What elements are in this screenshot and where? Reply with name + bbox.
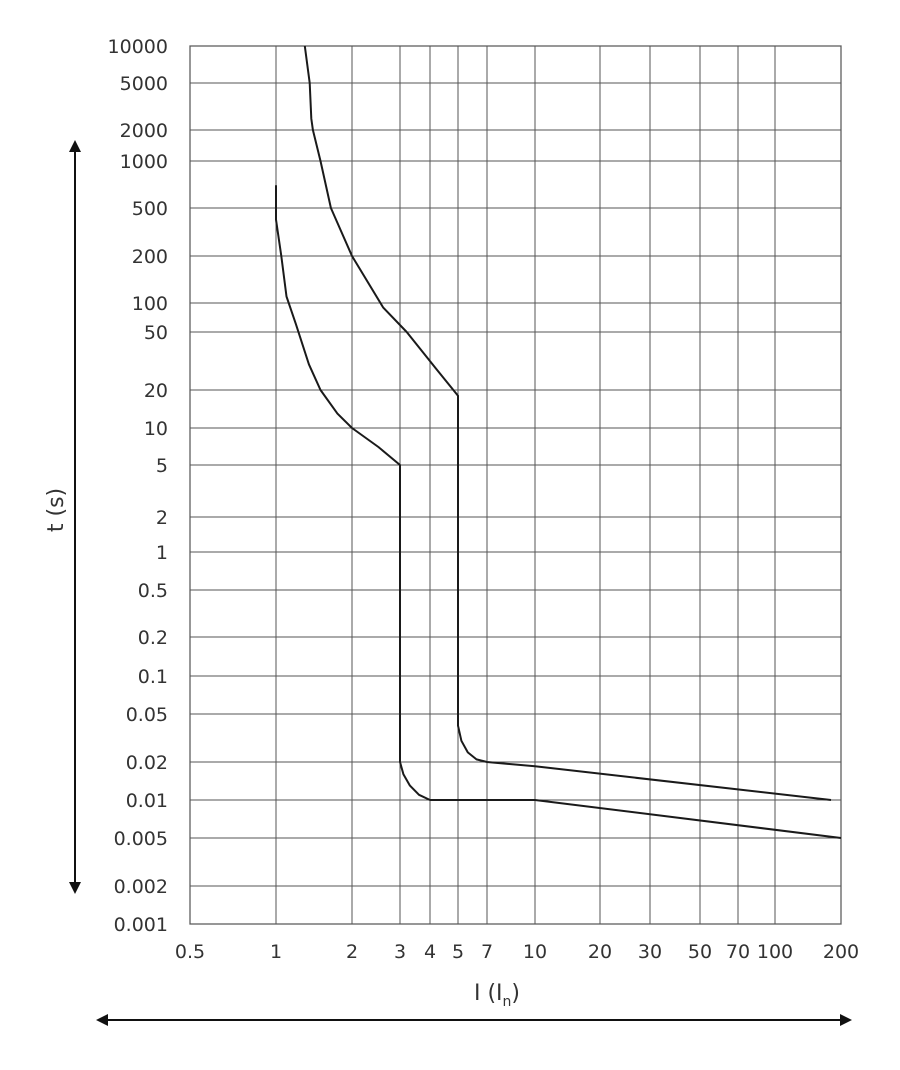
y-tick-label: 0.001: [114, 914, 168, 936]
y-tick-label: 0.002: [114, 876, 168, 898]
x-tick-label: 30: [638, 941, 662, 963]
x-tick-label: 3: [394, 941, 406, 963]
x-axis-title: I (In): [474, 981, 520, 1010]
x-tick-labels: 0.5 1 2 3 4 5 7 10 20 30 50 70 100 200: [175, 941, 859, 963]
x-tick-label: 50: [688, 941, 712, 963]
y-tick-label: 2: [156, 507, 168, 529]
y-tick-label: 0.02: [126, 752, 168, 774]
x-tick-label: 200: [823, 941, 859, 963]
y-tick-label: 0.1: [138, 666, 168, 688]
y-tick-label: 500: [132, 198, 168, 220]
x-tick-label: 5: [452, 941, 464, 963]
x-tick-label: 20: [588, 941, 612, 963]
y-tick-label: 0.005: [114, 828, 168, 850]
x-tick-label: 10: [523, 941, 547, 963]
x-tick-label: 1: [270, 941, 282, 963]
series-line-1: [275, 185, 842, 839]
x-tick-label: 100: [757, 941, 793, 963]
y-tick-label: 0.01: [126, 790, 168, 812]
y-tick-label: 5: [156, 455, 168, 477]
y-tick-label: 5000: [120, 73, 168, 95]
y-tick-label: 1000: [120, 151, 168, 173]
y-tick-label: 200: [132, 246, 168, 268]
y-axis-title: t (s): [44, 488, 69, 532]
x-tick-label: 4: [424, 941, 436, 963]
x-tick-label: 70: [726, 941, 750, 963]
series-line-2: [303, 45, 832, 801]
x-tick-label: 0.5: [175, 941, 205, 963]
plot-frame: [189, 45, 842, 925]
y-tick-label: 10: [144, 418, 168, 440]
y-tick-label: 0.05: [126, 704, 168, 726]
y-tick-label: 20: [144, 380, 168, 402]
series-group: [275, 45, 842, 839]
y-tick-label: 1: [156, 542, 168, 564]
y-tick-label: 10000: [108, 36, 168, 58]
x-tick-label: 2: [346, 941, 358, 963]
y-tick-label: 2000: [120, 120, 168, 142]
y-tick-label: 50: [144, 322, 168, 344]
x-tick-label: 7: [481, 941, 493, 963]
y-tick-labels: 10000 5000 2000 1000 500 200 100 50 20 10 5 2 1 0.5 0.…: [108, 36, 168, 936]
grid: [189, 45, 842, 925]
y-tick-label: 0.5: [138, 580, 168, 602]
y-tick-label: 0.2: [138, 627, 168, 649]
y-tick-label: 100: [132, 293, 168, 315]
